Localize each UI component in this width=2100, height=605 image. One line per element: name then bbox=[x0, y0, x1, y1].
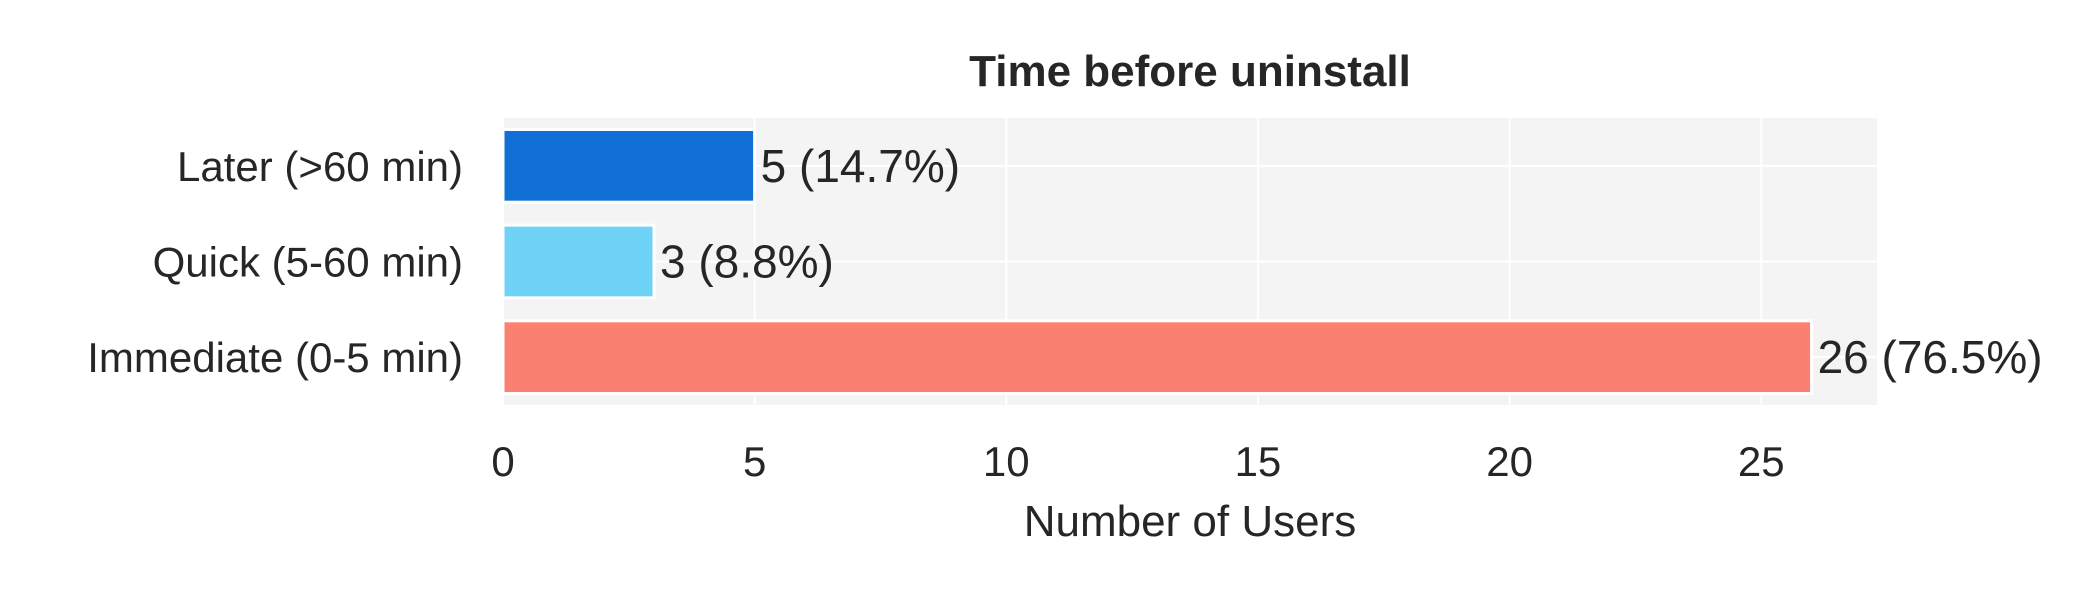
category-label: Immediate (0-5 min) bbox=[87, 334, 463, 381]
bar bbox=[501, 127, 757, 204]
x-axis-label: Number of Users bbox=[1024, 497, 1357, 546]
category-labels: Immediate (0-5 min) Quick (5-60 min) Later… bbox=[87, 143, 463, 381]
bar bbox=[501, 319, 1814, 396]
value-labels: 26 (76.5%) 3 (8.8%) 5 (14.7%) bbox=[660, 140, 2043, 383]
bars bbox=[501, 127, 1814, 396]
x-tick-label: 0 bbox=[491, 438, 514, 485]
x-tick-label: 5 bbox=[743, 438, 766, 485]
bar bbox=[501, 223, 656, 300]
bar-value-label: 3 (8.8%) bbox=[660, 236, 834, 288]
category-label: Later (>60 min) bbox=[177, 143, 463, 190]
chart-title: Time before uninstall bbox=[969, 47, 1411, 96]
x-tick-labels: 0 5 10 15 20 25 bbox=[491, 438, 1784, 485]
x-tick-label: 15 bbox=[1235, 438, 1282, 485]
x-tick-label: 20 bbox=[1486, 438, 1533, 485]
x-tick-label: 10 bbox=[983, 438, 1030, 485]
x-tick-label: 25 bbox=[1738, 438, 1785, 485]
bar-value-label: 5 (14.7%) bbox=[761, 140, 960, 192]
category-label: Quick (5-60 min) bbox=[153, 239, 463, 286]
bar-value-label: 26 (76.5%) bbox=[1818, 331, 2043, 383]
